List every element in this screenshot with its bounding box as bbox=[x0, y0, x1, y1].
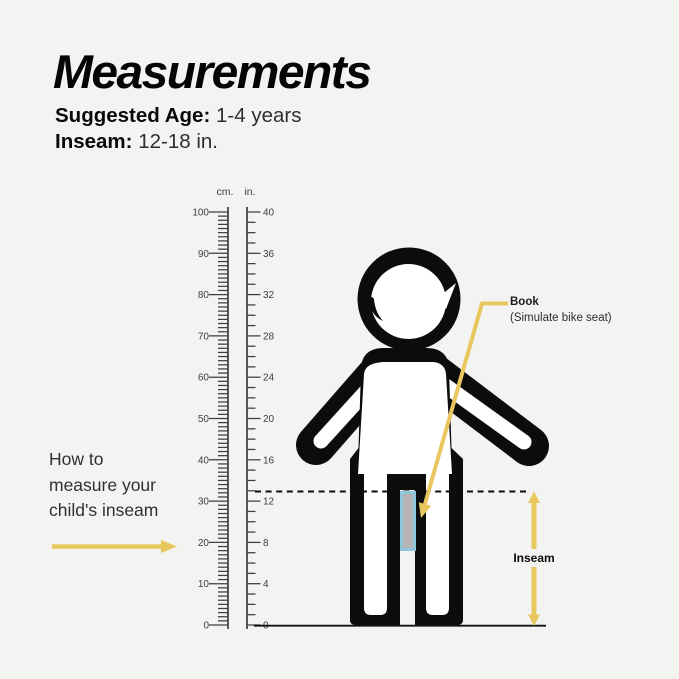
ruler-inch-scale: 4036322824201612840 bbox=[246, 207, 275, 632]
howto-arrow-head bbox=[161, 540, 177, 553]
hair-part-notch bbox=[434, 283, 456, 309]
howto-line: measure your bbox=[49, 474, 156, 495]
ruler-number: 80 bbox=[198, 290, 210, 301]
inseam-dimension-label: Inseam bbox=[502, 549, 566, 567]
ruler-number: 32 bbox=[263, 290, 275, 301]
spec-list: Suggested Age: 1-4 years Inseam: 12-18 i… bbox=[55, 103, 301, 155]
ruler-number: 20 bbox=[263, 414, 275, 425]
hair-lock-icon bbox=[369, 297, 383, 321]
spec-inseam: Inseam: 12-18 in. bbox=[55, 129, 301, 155]
ruler-number: 28 bbox=[263, 331, 275, 342]
howto-line: How to bbox=[49, 449, 104, 469]
howto-text: How to measure your child's inseam bbox=[49, 447, 158, 524]
inseam-arrow-head-bottom bbox=[528, 614, 540, 626]
spec-value: 12-18 in. bbox=[138, 130, 218, 153]
book-pointer-arrow bbox=[418, 301, 508, 518]
ruler-number: 60 bbox=[198, 373, 210, 384]
spec-label: Inseam: bbox=[55, 130, 133, 153]
ruler-inch-unit: in. bbox=[244, 186, 255, 198]
ruler-number: 16 bbox=[263, 455, 275, 466]
ruler-number: 50 bbox=[198, 414, 210, 425]
child-figure bbox=[296, 247, 549, 626]
ruler-number: 24 bbox=[263, 373, 275, 384]
book-callout: Book (Simulate bike seat) bbox=[510, 296, 612, 324]
ruler-number: 40 bbox=[198, 455, 210, 466]
book-pointer-head bbox=[418, 502, 432, 518]
ruler-number: 100 bbox=[192, 208, 209, 219]
howto-line: child's inseam bbox=[49, 500, 159, 520]
ruler-number: 70 bbox=[198, 331, 210, 342]
inseam-arrow-head-top bbox=[528, 491, 540, 503]
book-callout-title: Book bbox=[510, 296, 539, 308]
ruler-number: 12 bbox=[263, 497, 275, 508]
ruler-number: 90 bbox=[198, 249, 210, 260]
book-pointer-shaft bbox=[423, 301, 508, 505]
ruler-number: 8 bbox=[263, 538, 269, 549]
torso-inner bbox=[358, 362, 452, 474]
ruler-number: 4 bbox=[263, 579, 269, 590]
ruler-number: 10 bbox=[198, 579, 210, 590]
ruler-number: 20 bbox=[198, 538, 210, 549]
ruler-cm-unit: cm. bbox=[217, 186, 234, 198]
ruler-number: 36 bbox=[263, 249, 275, 260]
book-callout-subtitle: (Simulate bike seat) bbox=[510, 312, 612, 324]
spec-suggested-age: Suggested Age: 1-4 years bbox=[55, 103, 301, 129]
ruler-number: 40 bbox=[263, 208, 275, 219]
book-icon bbox=[400, 491, 416, 551]
spec-label: Suggested Age: bbox=[55, 104, 211, 127]
ruler-number: 30 bbox=[198, 497, 210, 508]
ruler-number: 0 bbox=[203, 621, 209, 632]
howto-arrow bbox=[52, 540, 177, 553]
spec-value: 1-4 years bbox=[216, 104, 302, 127]
page-title: Measurements bbox=[53, 45, 372, 98]
right-leg-inner bbox=[426, 468, 449, 615]
left-leg-inner bbox=[364, 468, 387, 615]
face bbox=[371, 264, 446, 339]
